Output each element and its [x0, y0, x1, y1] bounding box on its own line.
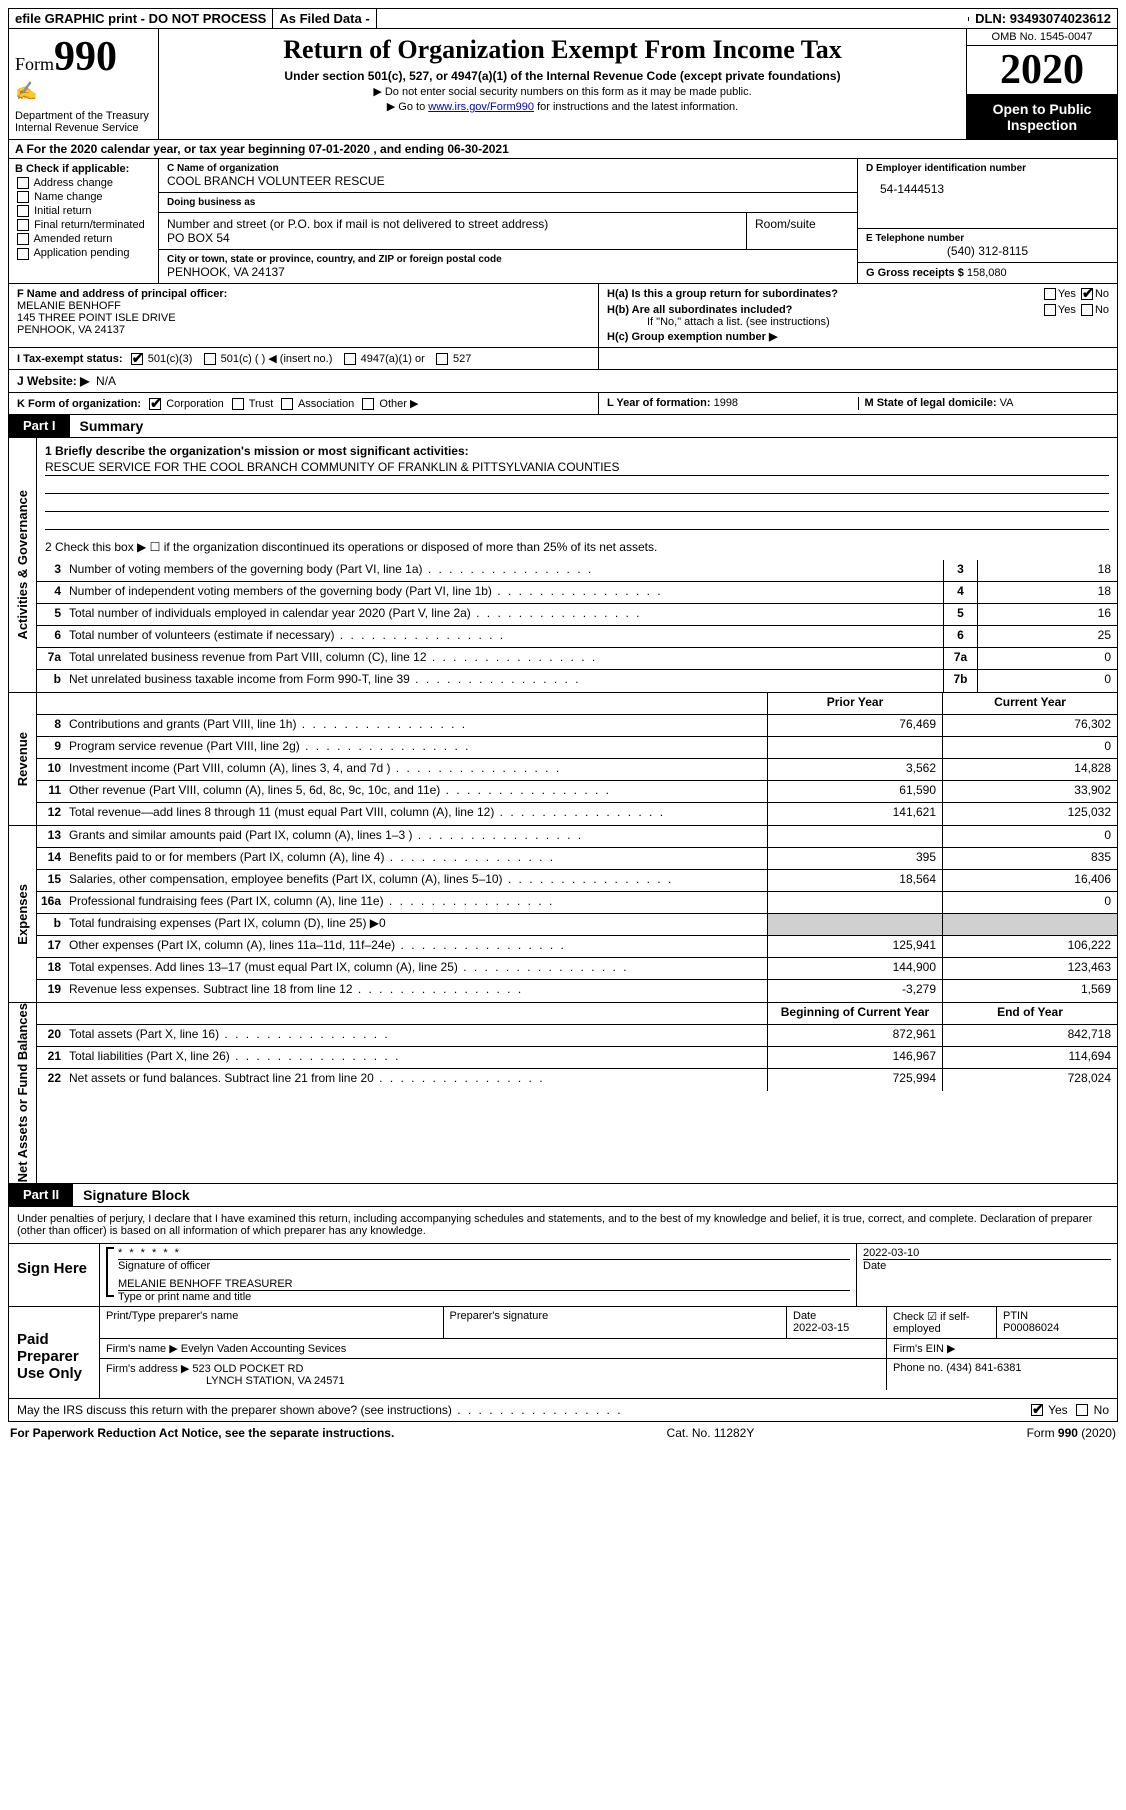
col-b-checkboxes: B Check if applicable: Address change Na… — [9, 159, 159, 283]
side-label-netassets: Net Assets or Fund Balances — [15, 1003, 30, 1182]
table-row: 5Total number of individuals employed in… — [37, 604, 1117, 626]
table-row: 16aProfessional fundraising fees (Part I… — [37, 892, 1117, 914]
perjury-text: Under penalties of perjury, I declare th… — [8, 1207, 1118, 1244]
table-row: 7aTotal unrelated business revenue from … — [37, 648, 1117, 670]
side-label-governance: Activities & Governance — [15, 490, 30, 640]
table-row: 3Number of voting members of the governi… — [37, 560, 1117, 582]
section-revenue: Revenue Prior Year Current Year 8Contrib… — [8, 693, 1118, 826]
checkbox-527[interactable] — [436, 353, 448, 365]
checkbox-other[interactable] — [362, 398, 374, 410]
topbar-spacer — [377, 17, 969, 21]
asfiled-label: As Filed Data - — [273, 9, 376, 28]
checkbox-discuss-yes[interactable] — [1031, 1404, 1043, 1416]
table-row: 8Contributions and grants (Part VIII, li… — [37, 715, 1117, 737]
side-label-revenue: Revenue — [15, 732, 30, 786]
telephone: (540) 312-8115 — [866, 244, 1109, 258]
table-row: bTotal fundraising expenses (Part IX, co… — [37, 914, 1117, 936]
table-row: 15Salaries, other compensation, employee… — [37, 870, 1117, 892]
checkbox-ha-yes[interactable] — [1044, 288, 1056, 300]
table-row: 10Investment income (Part VIII, column (… — [37, 759, 1117, 781]
table-row: 11Other revenue (Part VIII, column (A), … — [37, 781, 1117, 803]
checkbox-discuss-no[interactable] — [1076, 1404, 1088, 1416]
ptin: P00086024 — [1003, 1322, 1059, 1334]
checkbox-amended[interactable] — [17, 233, 29, 245]
mission-text: RESCUE SERVICE FOR THE COOL BRANCH COMMU… — [45, 460, 1109, 476]
group-return: H(a) Is this a group return for subordin… — [599, 284, 1117, 347]
row-a-tax-year: A For the 2020 calendar year, or tax yea… — [8, 140, 1118, 159]
principal-officer: F Name and address of principal officer:… — [9, 284, 599, 347]
form-title: Return of Organization Exempt From Incom… — [165, 35, 960, 65]
table-row: 9Program service revenue (Part VIII, lin… — [37, 737, 1117, 759]
table-row: 18Total expenses. Add lines 13–17 (must … — [37, 958, 1117, 980]
officer-name: MELANIE BENHOFF TREASURER — [118, 1278, 850, 1291]
checkbox-address-change[interactable] — [17, 177, 29, 189]
checkbox-501c3[interactable] — [131, 353, 143, 365]
col-c-org-info: C Name of organization COOL BRANCH VOLUN… — [159, 159, 857, 283]
dln: DLN: 93493074023612 — [969, 9, 1117, 28]
checkbox-hb-yes[interactable] — [1044, 304, 1056, 316]
preparer-date: 2022-03-15 — [793, 1322, 849, 1334]
table-row: 22Net assets or fund balances. Subtract … — [37, 1069, 1117, 1091]
firm-name: Evelyn Vaden Accounting Sevices — [181, 1343, 347, 1355]
topbar: efile GRAPHIC print - DO NOT PROCESS As … — [8, 8, 1118, 29]
checkbox-assoc[interactable] — [281, 398, 293, 410]
checkbox-application-pending[interactable] — [17, 248, 29, 260]
checkbox-ha-no[interactable] — [1081, 288, 1093, 300]
footer: For Paperwork Reduction Act Notice, see … — [8, 1422, 1118, 1444]
table-row: 12Total revenue—add lines 8 through 11 (… — [37, 803, 1117, 825]
irs-link[interactable]: www.irs.gov/Form990 — [428, 101, 534, 113]
form-header: Form990 ✍ Department of the Treasury Int… — [8, 29, 1118, 140]
part1-header: Part I Summary — [8, 415, 1118, 438]
org-name: COOL BRANCH VOLUNTEER RESCUE — [167, 174, 849, 188]
org-street: PO BOX 54 — [167, 231, 738, 245]
table-row: 14Benefits paid to or for members (Part … — [37, 848, 1117, 870]
checkbox-4947[interactable] — [344, 353, 356, 365]
checkbox-hb-no[interactable] — [1081, 304, 1093, 316]
year-box: OMB No. 1545-0047 2020 Open to Public In… — [967, 29, 1117, 139]
row-k-l-m: K Form of organization: Corporation Trus… — [8, 393, 1118, 415]
table-row: bNet unrelated business taxable income f… — [37, 670, 1117, 692]
form-number-box: Form990 ✍ Department of the Treasury Int… — [9, 29, 159, 139]
checkbox-name-change[interactable] — [17, 191, 29, 203]
sign-date: 2022-03-10 — [863, 1247, 1111, 1259]
section-governance: Activities & Governance 1 Briefly descri… — [8, 438, 1118, 693]
title-box: Return of Organization Exempt From Incom… — [159, 29, 967, 139]
table-row: 4Number of independent voting members of… — [37, 582, 1117, 604]
table-row: 17Other expenses (Part IX, column (A), l… — [37, 936, 1117, 958]
checkbox-trust[interactable] — [232, 398, 244, 410]
section-expenses: Expenses 13Grants and similar amounts pa… — [8, 826, 1118, 1003]
checkbox-501c[interactable] — [204, 353, 216, 365]
checkbox-corp[interactable] — [149, 398, 161, 410]
gross-receipts: 158,080 — [967, 267, 1007, 279]
row-i: I Tax-exempt status: 501(c)(3) 501(c) ( … — [8, 348, 1118, 370]
entity-block: B Check if applicable: Address change Na… — [8, 159, 1118, 284]
efile-label: efile GRAPHIC print - DO NOT PROCESS — [9, 9, 273, 28]
table-row: 21Total liabilities (Part X, line 26)146… — [37, 1047, 1117, 1069]
table-row: 6Total number of volunteers (estimate if… — [37, 626, 1117, 648]
ein: 54-1444513 — [866, 174, 1109, 196]
side-label-expenses: Expenses — [15, 884, 30, 945]
row-j-website: J Website: ▶ N/A — [8, 370, 1118, 393]
row-f-h: F Name and address of principal officer:… — [8, 284, 1118, 348]
table-row: 20Total assets (Part X, line 16)872,9618… — [37, 1025, 1117, 1047]
table-row: 13Grants and similar amounts paid (Part … — [37, 826, 1117, 848]
checkbox-initial-return[interactable] — [17, 205, 29, 217]
col-d: D Employer identification number 54-1444… — [857, 159, 1117, 283]
table-row: 19Revenue less expenses. Subtract line 1… — [37, 980, 1117, 1002]
checkbox-final-return[interactable] — [17, 219, 29, 231]
org-city: PENHOOK, VA 24137 — [167, 265, 849, 279]
section-netassets: Net Assets or Fund Balances Beginning of… — [8, 1003, 1118, 1183]
sign-here-block: Sign Here * * * * * * Signature of offic… — [8, 1244, 1118, 1307]
preparer-phone: (434) 841-6381 — [946, 1362, 1021, 1374]
discuss-row: May the IRS discuss this return with the… — [8, 1399, 1118, 1422]
part2-header: Part II Signature Block — [8, 1184, 1118, 1207]
paid-preparer-block: Paid Preparer Use Only Print/Type prepar… — [8, 1307, 1118, 1399]
